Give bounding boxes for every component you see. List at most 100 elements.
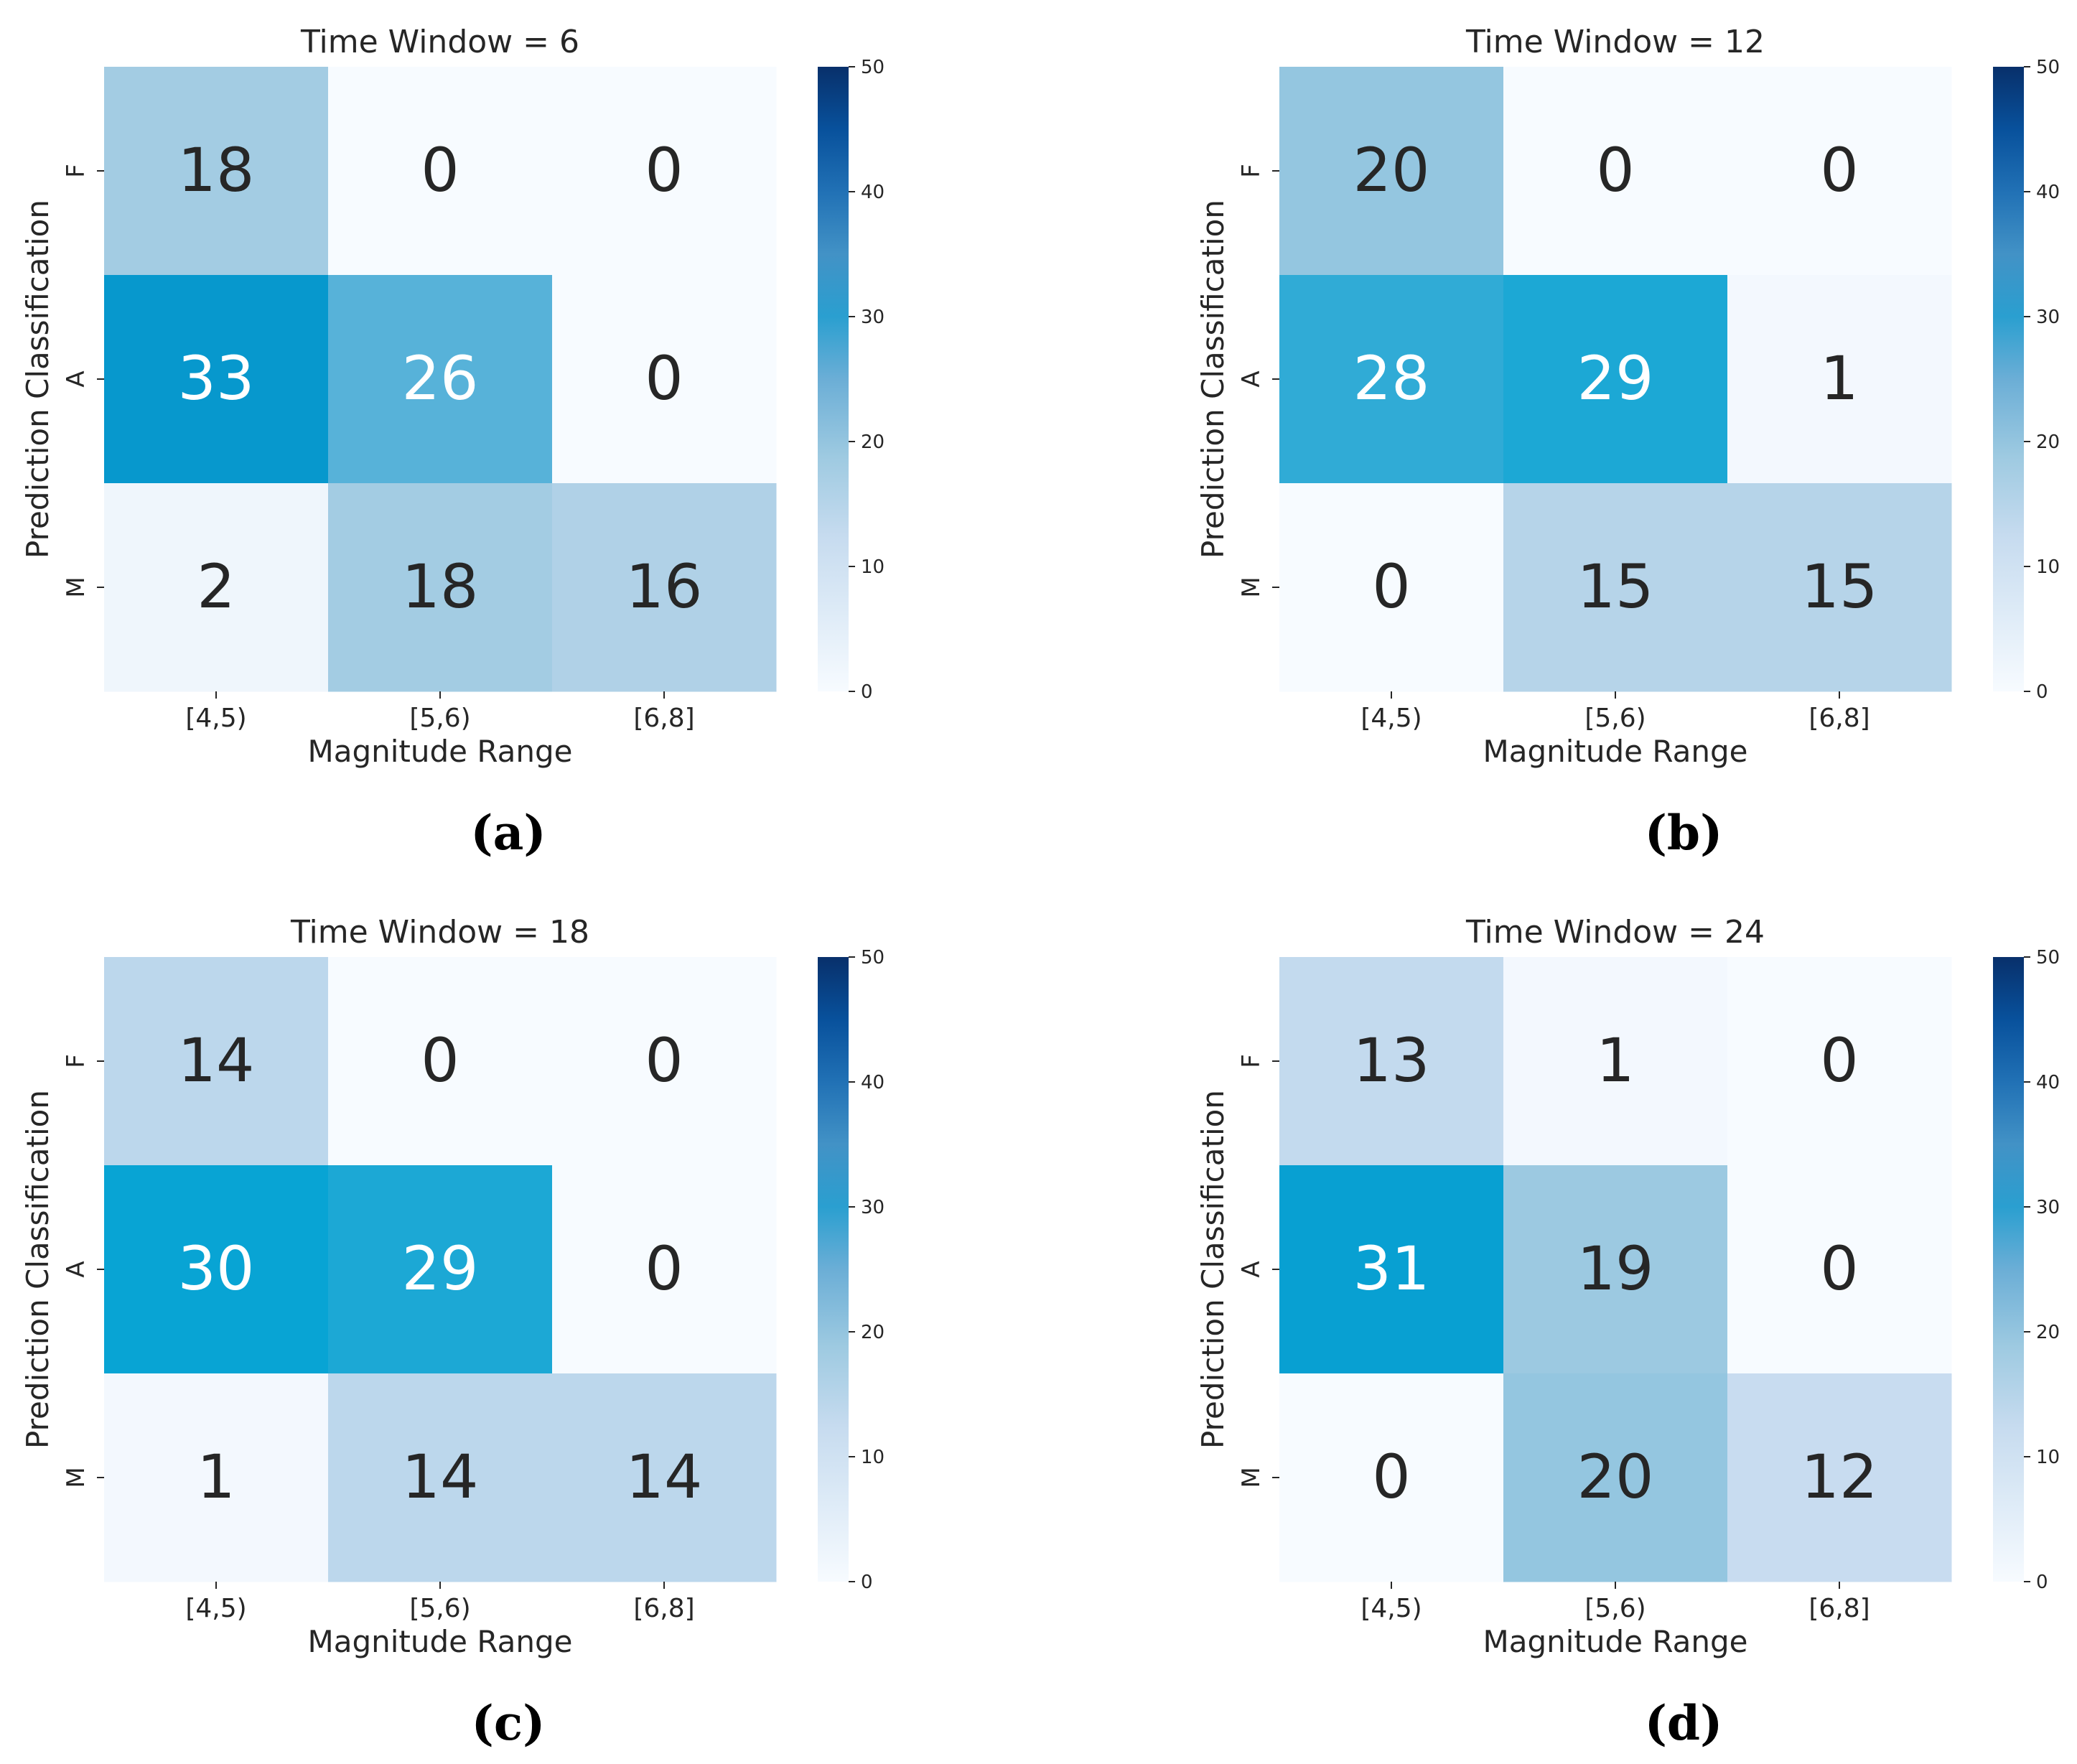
colorbar-tick-label: 50 xyxy=(2036,947,2060,969)
heatmap-cell xyxy=(1503,275,1728,484)
x-axis-label: Magnitude Range xyxy=(308,734,573,769)
x-tick-label: [5,6) xyxy=(409,704,470,733)
heatmap-cell xyxy=(1503,957,1728,1166)
cell-value-label: 20 xyxy=(1353,135,1430,205)
colorbar-tick-label: 40 xyxy=(2036,1072,2060,1093)
cell-value-label: 12 xyxy=(1801,1442,1878,1512)
colorbar-tick-label: 20 xyxy=(861,1322,885,1343)
chart-title: Time Window = 6 xyxy=(300,24,579,60)
colorbar-tick-label: 50 xyxy=(861,947,885,969)
colorbar-tick-label: 10 xyxy=(2036,1447,2060,1468)
cell-value-label: 20 xyxy=(1577,1442,1654,1512)
heatmap-cell xyxy=(1727,1373,1952,1582)
cell-value-label: 0 xyxy=(1372,551,1410,622)
panel-caption: (c) xyxy=(472,1695,546,1751)
x-tick-label: [6,8] xyxy=(633,704,694,733)
cell-value-label: 14 xyxy=(178,1025,255,1096)
cell-value-label: 15 xyxy=(1801,551,1878,622)
cell-value-label: 15 xyxy=(1577,551,1654,622)
heatmap-cell xyxy=(552,1165,777,1374)
cell-value-label: 2 xyxy=(197,551,235,622)
colorbar-tick-label: 10 xyxy=(2036,556,2060,578)
cell-value-label: 1 xyxy=(1596,1025,1634,1096)
x-tick-label: [4,5) xyxy=(1360,704,1422,733)
colorbar-tick-label: 20 xyxy=(2036,1322,2060,1343)
chart-title: Time Window = 12 xyxy=(1465,24,1765,60)
x-axis-label: Magnitude Range xyxy=(1483,1624,1748,1659)
heatmap-cell xyxy=(1279,1165,1504,1374)
y-axis-label: Prediction Classification xyxy=(1195,1090,1231,1449)
cell-value-label: 0 xyxy=(645,343,683,414)
heatmap-cell xyxy=(328,1165,553,1374)
colorbar-tick-label: 30 xyxy=(2036,1197,2060,1218)
heatmap-cell xyxy=(328,957,553,1166)
y-tick-label: M xyxy=(62,1467,90,1488)
heatmap-cell xyxy=(104,67,329,276)
colorbar-tick-label: 50 xyxy=(861,57,885,78)
y-axis-label: Prediction Classification xyxy=(20,200,55,559)
y-axis-label: Prediction Classification xyxy=(1195,200,1231,559)
cell-value-label: 29 xyxy=(402,1233,479,1304)
y-tick-label: F xyxy=(62,1054,90,1068)
y-tick-label: M xyxy=(1237,1467,1266,1488)
heatmap-cell xyxy=(104,957,329,1166)
heatmap-cell xyxy=(1279,483,1504,692)
cell-value-label: 0 xyxy=(645,1025,683,1096)
heatmap-cell xyxy=(1279,1373,1504,1582)
cell-value-label: 0 xyxy=(645,135,683,205)
cell-value-label: 16 xyxy=(626,551,703,622)
colorbar-tick-label: 20 xyxy=(861,431,885,453)
heatmap-cell xyxy=(104,1373,329,1582)
x-tick-label: [5,6) xyxy=(409,1594,470,1623)
heatmap-cell xyxy=(552,67,777,276)
heatmap-cell xyxy=(1503,1373,1728,1582)
heatmap-cell xyxy=(1279,957,1504,1166)
heatmap-cell xyxy=(1727,67,1952,276)
heatmap-cell xyxy=(104,1165,329,1374)
heatmap-cell xyxy=(328,275,553,484)
heatmap-cell xyxy=(552,1373,777,1582)
y-tick-label: A xyxy=(1237,1261,1266,1277)
y-tick-label: F xyxy=(62,164,90,178)
x-axis-label: Magnitude Range xyxy=(1483,734,1748,769)
colorbar xyxy=(1993,67,2024,691)
cell-value-label: 14 xyxy=(626,1442,703,1512)
colorbar xyxy=(818,957,849,1582)
panel-caption: (b) xyxy=(1645,805,1723,861)
heatmap-cell xyxy=(1503,67,1728,276)
colorbar-tick-label: 30 xyxy=(861,307,885,328)
x-tick-label: [4,5) xyxy=(185,704,246,733)
colorbar-tick-label: 0 xyxy=(2036,681,2048,703)
colorbar-tick-label: 40 xyxy=(861,182,885,203)
heatmap-cell xyxy=(1503,483,1728,692)
heatmap-cell xyxy=(1279,67,1504,276)
heatmap-cell xyxy=(1727,483,1952,692)
heatmap-cell xyxy=(1279,275,1504,484)
y-tick-label: M xyxy=(62,577,90,597)
x-axis-label: Magnitude Range xyxy=(308,1624,573,1659)
cell-value-label: 0 xyxy=(1820,1233,1858,1304)
colorbar-tick-label: 30 xyxy=(2036,307,2060,328)
cell-value-label: 0 xyxy=(421,1025,459,1096)
cell-value-label: 13 xyxy=(1353,1025,1430,1096)
y-tick-label: M xyxy=(1237,577,1266,597)
heatmap-cell xyxy=(328,67,553,276)
cell-value-label: 0 xyxy=(1596,135,1634,205)
x-tick-label: [5,6) xyxy=(1584,1594,1646,1623)
colorbar-tick-label: 10 xyxy=(861,556,885,578)
cell-value-label: 29 xyxy=(1577,343,1654,414)
heatmap-cell xyxy=(1727,957,1952,1166)
cell-value-label: 18 xyxy=(178,135,255,205)
y-tick-label: F xyxy=(1237,1054,1266,1068)
y-tick-label: A xyxy=(62,370,90,387)
colorbar xyxy=(818,67,849,691)
cell-value-label: 1 xyxy=(1820,343,1858,414)
cell-value-label: 31 xyxy=(1353,1233,1430,1304)
cell-value-label: 0 xyxy=(1372,1442,1410,1512)
heatmap-cell xyxy=(104,483,329,692)
x-tick-label: [6,8] xyxy=(633,1594,694,1623)
heatmap-cell xyxy=(1727,1165,1952,1374)
panel-caption: (d) xyxy=(1645,1695,1723,1751)
y-axis-label: Prediction Classification xyxy=(20,1090,55,1449)
